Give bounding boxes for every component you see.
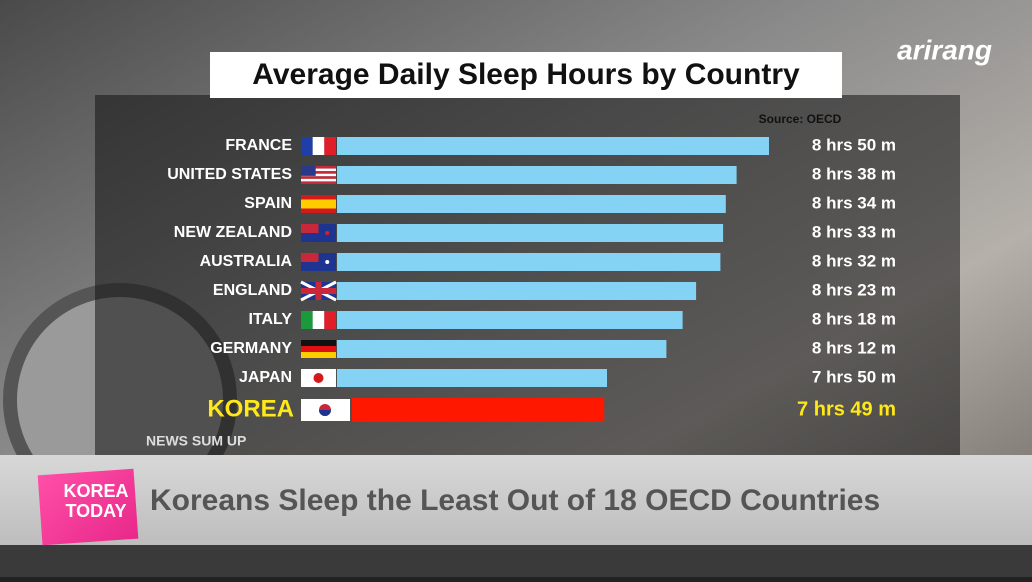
bar bbox=[337, 195, 726, 213]
flag bbox=[300, 280, 337, 302]
program-name: TODAY bbox=[65, 501, 126, 521]
value-label: 8 hrs 32 m bbox=[812, 251, 896, 270]
flag-part bbox=[301, 137, 313, 155]
category-label: GERMANY bbox=[210, 340, 292, 357]
flag-part bbox=[301, 340, 336, 346]
flag-part bbox=[301, 166, 336, 169]
bar bbox=[337, 137, 769, 155]
flag-part bbox=[301, 199, 336, 209]
flag bbox=[301, 224, 336, 242]
flag-part bbox=[301, 171, 336, 174]
category-label: KOREA bbox=[207, 395, 294, 422]
bar bbox=[337, 166, 737, 184]
bar bbox=[337, 369, 607, 387]
value-label: 8 hrs 12 m bbox=[812, 338, 896, 357]
flag-part bbox=[313, 373, 324, 383]
logo: arirang bbox=[897, 34, 992, 65]
flag-part bbox=[301, 166, 316, 176]
category-label: ITALY bbox=[248, 311, 292, 328]
bar bbox=[337, 311, 683, 329]
value-label: 7 hrs 49 m bbox=[797, 398, 896, 420]
flag bbox=[301, 369, 336, 387]
flag-part bbox=[301, 168, 336, 172]
flag-part bbox=[301, 178, 336, 182]
category-label: SPAIN bbox=[244, 195, 292, 212]
category-label: AUSTRALIA bbox=[200, 253, 293, 270]
flag bbox=[301, 399, 350, 421]
flag-part bbox=[319, 410, 331, 416]
section-label: NEWS SUM UP bbox=[146, 433, 246, 449]
value-label: 7 hrs 50 m bbox=[812, 367, 896, 386]
flag-part bbox=[324, 137, 336, 155]
flag-part bbox=[325, 231, 330, 235]
bar bbox=[337, 282, 697, 300]
flag bbox=[301, 340, 336, 358]
flag bbox=[301, 137, 336, 155]
flag-part bbox=[301, 311, 313, 329]
flag bbox=[301, 195, 336, 213]
bottom-strip bbox=[0, 545, 1032, 577]
category-label: FRANCE bbox=[225, 137, 292, 154]
flag-part bbox=[301, 181, 336, 184]
flag-part bbox=[312, 137, 325, 155]
value-label: 8 hrs 33 m bbox=[812, 222, 896, 241]
headline: Koreans Sleep the Least Out of 18 OECD C… bbox=[150, 484, 880, 517]
chart-title: Average Daily Sleep Hours by Country bbox=[252, 58, 800, 91]
flag bbox=[301, 253, 336, 271]
value-label: 8 hrs 34 m bbox=[812, 193, 896, 212]
program-logo bbox=[37, 468, 139, 546]
bars: FRANCE 8 hrs 50 m UNITED STATES 8 hrs 38 m S… bbox=[167, 135, 896, 422]
flag bbox=[301, 311, 336, 329]
category-label: JAPAN bbox=[239, 369, 292, 386]
value-label: 8 hrs 38 m bbox=[812, 164, 896, 183]
flag-part bbox=[324, 311, 336, 329]
value-label: 8 hrs 23 m bbox=[812, 280, 896, 299]
value-label: 8 hrs 18 m bbox=[812, 309, 896, 328]
source: Source: OECD bbox=[759, 112, 842, 126]
flag-part bbox=[301, 288, 336, 294]
bar bbox=[337, 340, 667, 358]
category-label: ENGLAND bbox=[213, 282, 292, 299]
category-label: UNITED STATES bbox=[167, 166, 292, 183]
value-label: 8 hrs 50 m bbox=[812, 135, 896, 154]
program-name: KOREA bbox=[63, 481, 128, 501]
flag-part bbox=[301, 176, 336, 179]
flag-part bbox=[301, 346, 336, 352]
flag-part bbox=[325, 260, 330, 264]
flag-part bbox=[301, 173, 336, 177]
flag-part bbox=[301, 253, 319, 262]
flag bbox=[301, 166, 336, 184]
bar bbox=[337, 253, 721, 271]
flag-part bbox=[312, 311, 325, 329]
bar bbox=[352, 398, 605, 422]
lower-third bbox=[0, 455, 1032, 545]
flag-part bbox=[301, 224, 319, 233]
category-label: NEW ZEALAND bbox=[174, 224, 292, 241]
title-box bbox=[210, 52, 842, 98]
flag-part bbox=[301, 352, 336, 358]
bar bbox=[337, 224, 724, 242]
